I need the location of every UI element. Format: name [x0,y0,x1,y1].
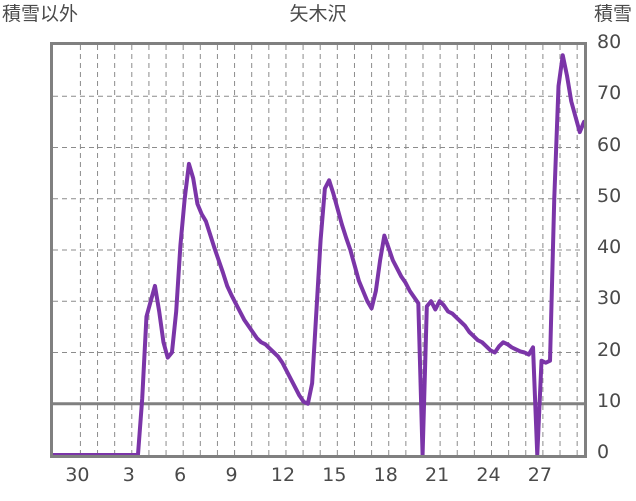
x-axis-tick: 24 [476,464,501,486]
y-axis-right-tick: 60 [597,133,622,156]
y-axis-right-tick: 0 [597,441,610,463]
x-axis-tick: 15 [322,464,347,486]
y-axis-right-tick: 20 [597,338,622,361]
x-axis-tick: 9 [225,464,238,486]
y-axis-right-tick: 10 [597,389,622,412]
x-axis-tick: 18 [373,464,398,486]
y-axis-right-tick: 50 [597,184,622,207]
y-axis-right-tick: 30 [597,287,622,310]
x-axis-tick: 21 [425,464,450,486]
left-axis-title: 積雪以外 [2,3,79,25]
y-axis-right-tick: 80 [597,31,622,53]
line-series [53,53,584,455]
page-title: 矢木沢 [289,3,347,25]
x-axis-tick: 6 [174,464,187,486]
y-axis-right-tick: 40 [597,236,622,258]
x-axis-tick: 12 [270,464,296,486]
plot-area [50,42,587,458]
x-axis-tick: 30 [65,464,90,486]
right-axis-title: 積雪 [593,3,632,25]
x-axis-tick: 27 [527,464,552,486]
y-axis-right-tick: 70 [597,82,622,105]
x-axis-tick: 3 [122,464,135,486]
chart-canvas [53,45,584,455]
